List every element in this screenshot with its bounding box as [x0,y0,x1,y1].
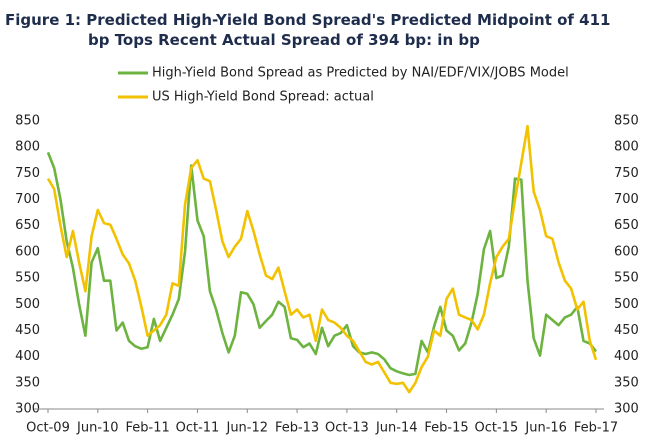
y-tick-label: 750 [15,166,40,181]
chart-title: Figure 1: Predicted High-Yield Bond Spre… [5,11,611,49]
x-tick-label: Jun-10 [76,421,119,436]
y-tick-label: 700 [15,192,40,207]
y-tick-label: 400 [15,349,40,364]
y-tick-label: 350 [15,375,40,390]
legend-label: US High-Yield Bond Spread: actual [152,90,374,105]
x-tick-label: Jun-16 [524,421,567,436]
y-tick-label: 650 [15,218,40,233]
y2-tick-label: 650 [614,218,639,233]
y2-tick-label: 500 [614,297,639,312]
series-line [46,124,598,394]
y2-tick-label: 350 [614,375,639,390]
y2-tick-label: 400 [614,349,639,364]
y2-tick-label: 600 [614,244,639,259]
x-tick-label: Feb-13 [275,421,319,436]
x-tick-label: Jun-12 [225,421,268,436]
y-tick-label: 450 [15,323,40,338]
y-tick-label: 850 [15,114,40,129]
y-tick-label: 600 [15,244,40,259]
y2-tick-label: 450 [614,323,639,338]
x-tick-label: Jun-14 [375,421,418,436]
y-tick-label: 500 [15,297,40,312]
y-tick-label: 300 [15,402,40,417]
legend-label: High-Yield Bond Spread as Predicted by N… [152,66,569,81]
y2-tick-label: 850 [614,114,639,129]
x-tick-label: Oct-13 [325,421,369,436]
x-tick-label: Oct-11 [176,421,220,436]
x-tick-label: Feb-11 [126,421,170,436]
x-tick-label: Oct-15 [475,421,519,436]
y2-tick-label: 550 [614,271,639,286]
series-line [46,151,598,377]
y2-tick-label: 700 [614,192,639,207]
y2-tick-label: 800 [614,140,639,155]
x-tick-label: Feb-17 [574,421,618,436]
y-tick-label: 800 [15,140,40,155]
x-tick-label: Oct-09 [26,421,70,436]
x-tick-label: Feb-15 [424,421,468,436]
y2-tick-label: 300 [614,402,639,417]
y2-tick-label: 750 [614,166,639,181]
y-tick-label: 550 [15,271,40,286]
